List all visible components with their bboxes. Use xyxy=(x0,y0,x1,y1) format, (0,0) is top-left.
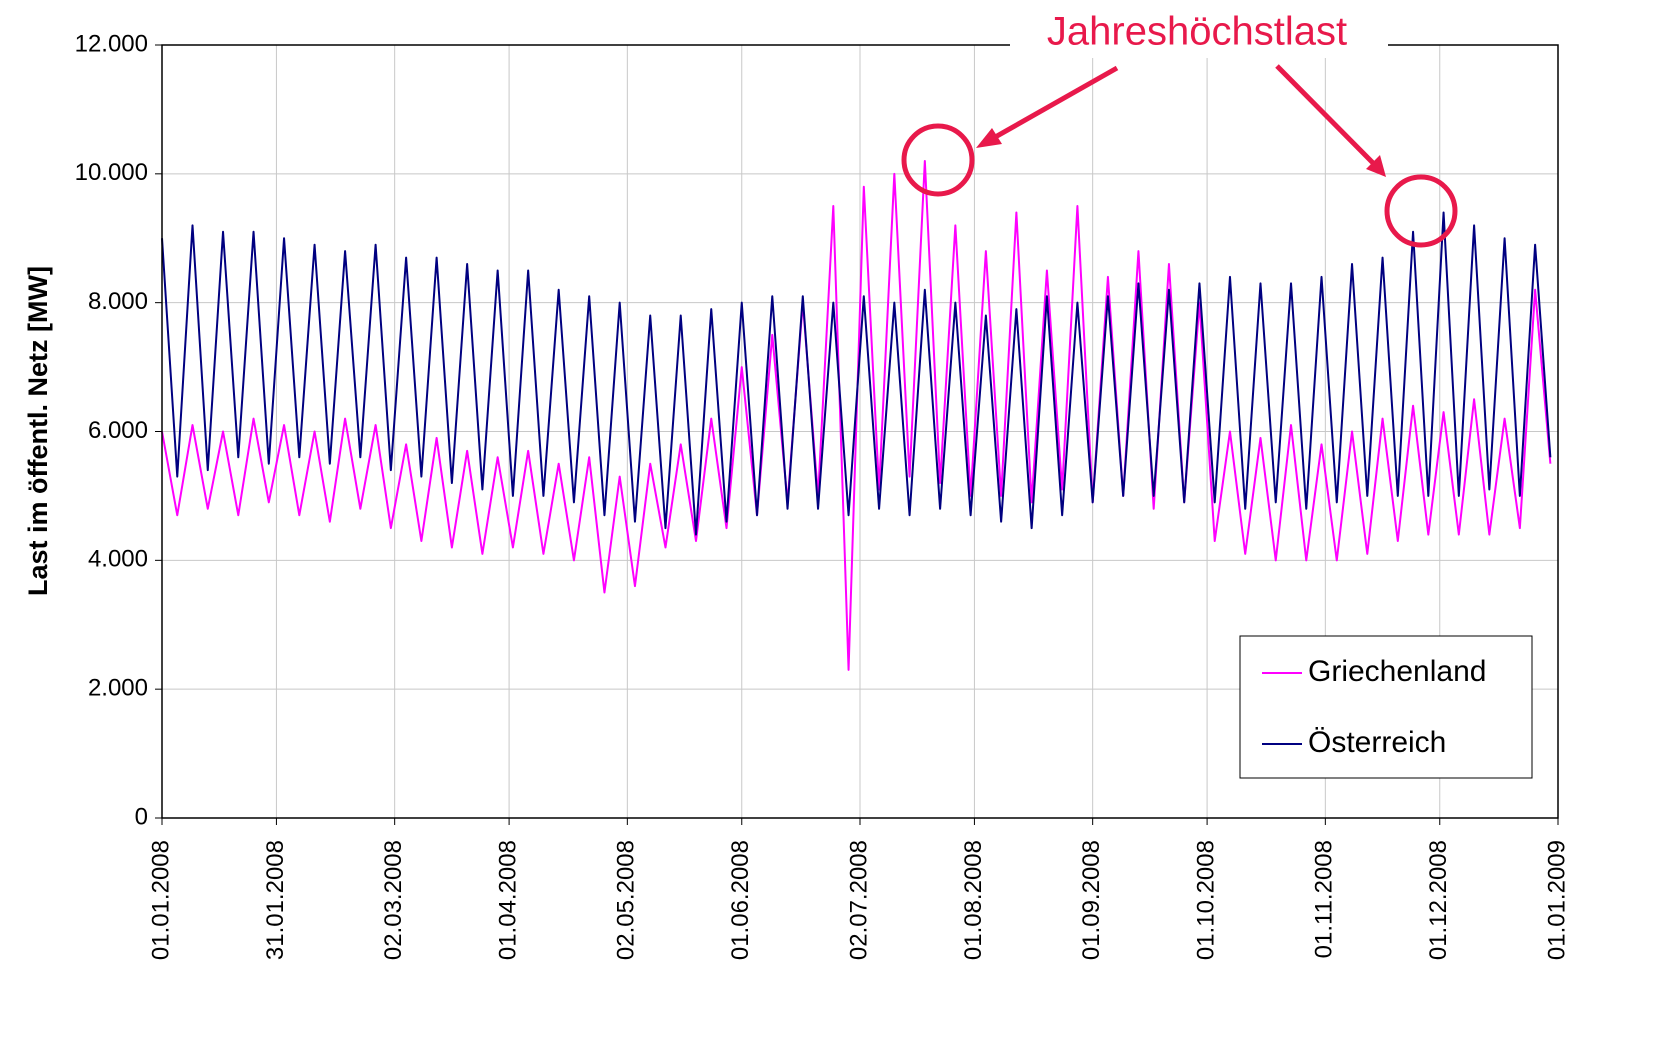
series-line xyxy=(161,159,1552,671)
annotation-circle xyxy=(901,123,975,197)
y-tick-label: 4.000 xyxy=(88,546,148,573)
legend-label: Österreich xyxy=(1308,726,1446,759)
x-tick-label: 01.12.2008 xyxy=(1425,840,1452,960)
x-tick-label: 01.06.2008 xyxy=(727,840,754,960)
y-tick-label: 8.000 xyxy=(88,288,148,315)
y-tick-label: 6.000 xyxy=(88,417,148,444)
plot-lines xyxy=(161,159,1552,671)
x-tick-label: 01.01.2009 xyxy=(1543,840,1570,960)
series-line xyxy=(161,211,1552,536)
annotation-circle xyxy=(1384,174,1458,248)
annotation-arrowhead xyxy=(976,128,1002,148)
legend-label: Griechenland xyxy=(1308,655,1486,688)
y-tick-label: 12.000 xyxy=(75,30,148,57)
x-tick-label: 01.01.2008 xyxy=(147,840,174,960)
annotation-arrowhead xyxy=(1366,155,1386,177)
x-tick-label: 31.01.2008 xyxy=(262,840,289,960)
x-tick-label: 01.04.2008 xyxy=(494,840,521,960)
y-axis-label: Last im öffentl. Netz [MW] xyxy=(23,266,53,596)
annotation-background xyxy=(1010,10,1388,58)
x-tick-label: 02.03.2008 xyxy=(380,840,407,960)
legend-box xyxy=(1239,635,1533,779)
annotation-text: Jahreshöchstlast xyxy=(1047,10,1347,54)
x-tick-label: 02.07.2008 xyxy=(845,840,872,960)
y-tick-label: 2.000 xyxy=(88,675,148,702)
annotation-marks xyxy=(901,64,1458,248)
y-tick-label: 10.000 xyxy=(75,159,148,186)
x-tick-label: 01.11.2008 xyxy=(1311,840,1338,958)
x-tick-label: 01.08.2008 xyxy=(960,840,987,960)
x-tick-label: 01.10.2008 xyxy=(1192,840,1219,960)
annotation-arrow xyxy=(1275,64,1377,167)
x-tick-label: 01.09.2008 xyxy=(1078,840,1105,960)
annotation-arrow xyxy=(988,65,1119,143)
x-tick-label: 02.05.2008 xyxy=(613,840,640,960)
y-tick-label: 0 xyxy=(135,803,148,830)
